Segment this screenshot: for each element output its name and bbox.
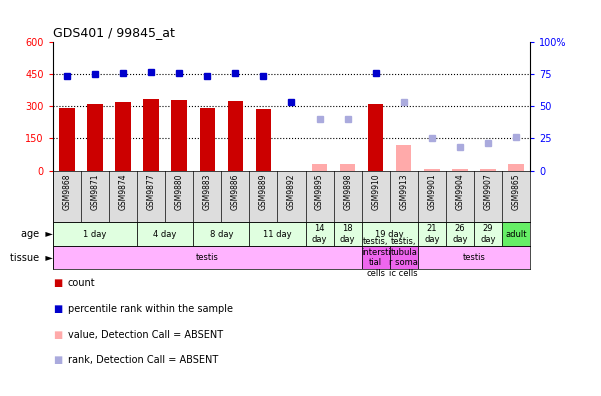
Text: GSM9913: GSM9913: [399, 173, 408, 210]
Bar: [418, 222, 446, 246]
Bar: [424, 169, 439, 171]
Text: GDS401 / 99845_at: GDS401 / 99845_at: [53, 26, 175, 39]
Text: GSM9883: GSM9883: [203, 173, 212, 210]
Text: GSM9904: GSM9904: [456, 173, 465, 210]
Text: 1 day: 1 day: [84, 230, 107, 238]
Text: percentile rank within the sample: percentile rank within the sample: [68, 304, 233, 314]
Text: GSM9910: GSM9910: [371, 173, 380, 210]
Text: GSM9886: GSM9886: [231, 173, 240, 210]
Text: ■: ■: [53, 329, 62, 340]
Text: testis: testis: [196, 253, 219, 262]
Text: 4 day: 4 day: [153, 230, 177, 238]
Bar: [249, 222, 305, 246]
Bar: [452, 169, 468, 171]
Text: tissue  ►: tissue ►: [10, 253, 53, 263]
Bar: [200, 108, 215, 171]
Bar: [305, 222, 334, 246]
Text: GSM9868: GSM9868: [63, 173, 72, 210]
Text: adult: adult: [505, 230, 527, 238]
Text: 14
day: 14 day: [312, 225, 328, 244]
Bar: [362, 246, 389, 269]
Bar: [87, 105, 103, 171]
Bar: [194, 222, 249, 246]
Text: GSM9877: GSM9877: [147, 173, 156, 210]
Text: GSM9892: GSM9892: [287, 173, 296, 210]
Bar: [474, 222, 502, 246]
Text: 19 day: 19 day: [376, 230, 404, 238]
Text: ■: ■: [53, 278, 62, 288]
Text: GSM9907: GSM9907: [483, 173, 492, 210]
Bar: [340, 164, 355, 171]
Text: 21
day: 21 day: [424, 225, 439, 244]
Bar: [508, 164, 523, 171]
Text: 11 day: 11 day: [263, 230, 291, 238]
Text: GSM9898: GSM9898: [343, 173, 352, 210]
Text: GSM9895: GSM9895: [315, 173, 324, 210]
Bar: [255, 109, 271, 171]
Text: GSM9865: GSM9865: [511, 173, 520, 210]
Text: rank, Detection Call = ABSENT: rank, Detection Call = ABSENT: [68, 355, 218, 366]
Bar: [480, 169, 496, 171]
Bar: [334, 222, 362, 246]
Bar: [389, 246, 418, 269]
Text: testis,
intersti
tial
cells: testis, intersti tial cells: [361, 238, 391, 278]
Bar: [228, 101, 243, 171]
Text: GSM9880: GSM9880: [175, 173, 184, 210]
Bar: [368, 105, 383, 171]
Bar: [362, 222, 418, 246]
Bar: [53, 222, 137, 246]
Bar: [446, 222, 474, 246]
Text: testis,
tubula
r soma
ic cells: testis, tubula r soma ic cells: [389, 238, 418, 278]
Bar: [115, 102, 131, 171]
Text: ■: ■: [53, 304, 62, 314]
Bar: [137, 222, 194, 246]
Text: testis: testis: [463, 253, 486, 262]
Bar: [312, 164, 328, 171]
Bar: [396, 145, 412, 171]
Text: GSM9874: GSM9874: [118, 173, 127, 210]
Text: age  ►: age ►: [21, 229, 53, 239]
Text: GSM9901: GSM9901: [427, 173, 436, 210]
Bar: [53, 246, 362, 269]
Text: ■: ■: [53, 355, 62, 366]
Text: 18
day: 18 day: [340, 225, 355, 244]
Bar: [144, 99, 159, 171]
Bar: [502, 222, 530, 246]
Text: 29
day: 29 day: [480, 225, 496, 244]
Text: GSM9889: GSM9889: [259, 173, 268, 210]
Text: 8 day: 8 day: [210, 230, 233, 238]
Bar: [171, 100, 187, 171]
Bar: [59, 108, 75, 171]
Text: GSM9871: GSM9871: [91, 173, 100, 210]
Text: 26
day: 26 day: [452, 225, 468, 244]
Text: count: count: [68, 278, 96, 288]
Bar: [418, 246, 530, 269]
Text: value, Detection Call = ABSENT: value, Detection Call = ABSENT: [68, 329, 223, 340]
